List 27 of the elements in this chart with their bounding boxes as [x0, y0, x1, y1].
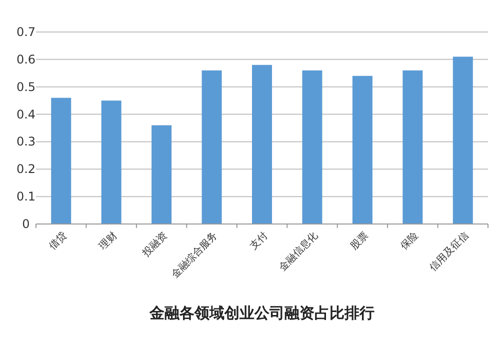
bar: [352, 76, 372, 224]
x-tick-label: 信用及征信: [427, 230, 472, 274]
y-tick-label: 0.6: [16, 52, 36, 66]
y-tick-label: 0.1: [16, 190, 36, 204]
bar: [152, 125, 172, 224]
x-tick-label: 借贷: [46, 230, 70, 252]
y-tick-label: 0.5: [16, 80, 36, 94]
x-tick-label: 金融综合服务: [168, 230, 220, 281]
bar: [101, 100, 122, 224]
bar: [252, 64, 272, 224]
x-tick-label: 股票: [348, 230, 371, 252]
x-tick-label: 投融资: [139, 230, 170, 260]
bar: [402, 70, 423, 224]
bar: [51, 98, 72, 224]
y-tick-label: 0: [22, 217, 30, 231]
x-tick-label: 支付: [247, 230, 270, 252]
y-tick-label: 0.4: [16, 107, 36, 122]
bar: [202, 70, 222, 224]
bar: [452, 56, 473, 224]
bar: [302, 70, 322, 224]
x-tick-label: 金融信息化: [276, 230, 320, 274]
y-tick-label: 0.2: [16, 162, 36, 176]
y-tick-label: 0.7: [16, 25, 36, 39]
x-tick-label: 理财: [96, 230, 120, 252]
y-tick-label: 0.3: [16, 134, 36, 149]
text: 金融各领域创业公司融资占比排行: [148, 304, 374, 322]
x-tick-label: 保险: [398, 230, 421, 252]
